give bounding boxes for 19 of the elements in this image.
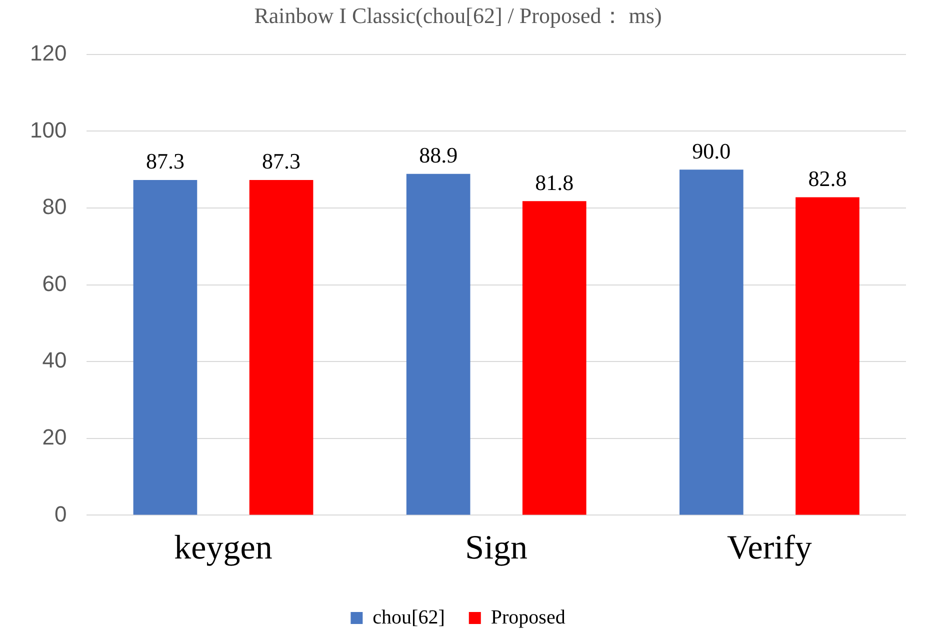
y-tick-label: 100 [30,117,67,142]
y-tick-label: 40 [42,348,67,373]
legend-label: chou[62] [372,606,445,628]
legend-label: Proposed [490,606,566,628]
data-label: 88.9 [419,142,458,168]
y-tick-label: 120 [30,40,67,66]
x-tick-label: keygen [174,530,272,567]
chart-title: Rainbow I Classic(chou[62] / Proposed： ms) [254,2,662,28]
x-tick-label: Verify [726,530,812,567]
y-tick-label: 0 [54,501,67,526]
data-label: 82.8 [808,166,847,192]
data-label: 81.8 [535,170,574,195]
data-label: 87.3 [146,148,184,174]
y-tick-label: 60 [42,270,67,296]
data-label: 87.3 [262,148,301,174]
y-tick-label: 20 [42,424,67,450]
x-tick-label: Sign [465,530,528,567]
data-label: 90.0 [692,138,731,164]
y-tick-label: 80 [42,194,67,220]
